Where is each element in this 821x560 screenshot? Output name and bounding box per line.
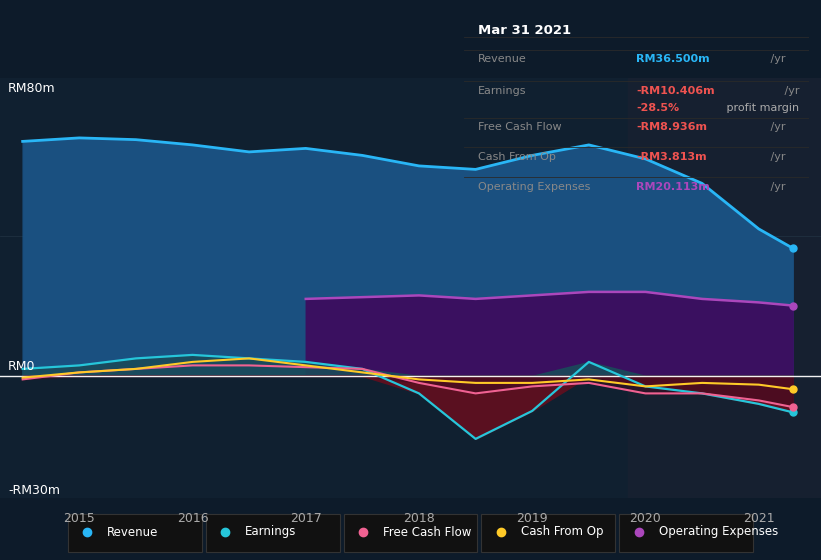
Text: RM80m: RM80m	[8, 82, 56, 95]
Text: /yr: /yr	[767, 182, 785, 192]
Text: /yr: /yr	[781, 86, 800, 96]
Text: 2016: 2016	[177, 512, 209, 525]
Text: profit margin: profit margin	[723, 102, 800, 113]
Text: Free Cash Flow: Free Cash Flow	[478, 122, 562, 132]
Text: 2017: 2017	[290, 512, 322, 525]
Text: Cash From Op: Cash From Op	[521, 525, 603, 539]
Text: Mar 31 2021: Mar 31 2021	[478, 24, 571, 37]
Text: RM36.500m: RM36.500m	[636, 54, 710, 64]
Text: 2019: 2019	[516, 512, 548, 525]
Text: /yr: /yr	[767, 122, 785, 132]
FancyBboxPatch shape	[205, 514, 340, 552]
Text: Free Cash Flow: Free Cash Flow	[383, 525, 471, 539]
Text: Cash From Op: Cash From Op	[478, 152, 556, 162]
Bar	[629, 78, 821, 498]
FancyBboxPatch shape	[619, 514, 754, 552]
Text: 2015: 2015	[63, 512, 95, 525]
Text: -RM3.813m: -RM3.813m	[636, 152, 707, 162]
FancyBboxPatch shape	[67, 514, 202, 552]
Text: Operating Expenses: Operating Expenses	[658, 525, 778, 539]
Text: Revenue: Revenue	[478, 54, 526, 64]
Text: -RM8.936m: -RM8.936m	[636, 122, 707, 132]
Text: Operating Expenses: Operating Expenses	[478, 182, 590, 192]
Text: Revenue: Revenue	[107, 525, 158, 539]
Text: -RM30m: -RM30m	[8, 484, 60, 497]
FancyBboxPatch shape	[481, 514, 616, 552]
Text: 2020: 2020	[630, 512, 662, 525]
Text: Earnings: Earnings	[478, 86, 526, 96]
Text: RM0: RM0	[8, 360, 35, 373]
Text: -28.5%: -28.5%	[636, 102, 680, 113]
Text: -RM10.406m: -RM10.406m	[636, 86, 715, 96]
Text: /yr: /yr	[767, 152, 785, 162]
Text: 2021: 2021	[743, 512, 774, 525]
Text: RM20.113m: RM20.113m	[636, 182, 710, 192]
Text: Earnings: Earnings	[245, 525, 296, 539]
FancyBboxPatch shape	[343, 514, 478, 552]
Text: /yr: /yr	[767, 54, 785, 64]
Text: 2018: 2018	[403, 512, 435, 525]
